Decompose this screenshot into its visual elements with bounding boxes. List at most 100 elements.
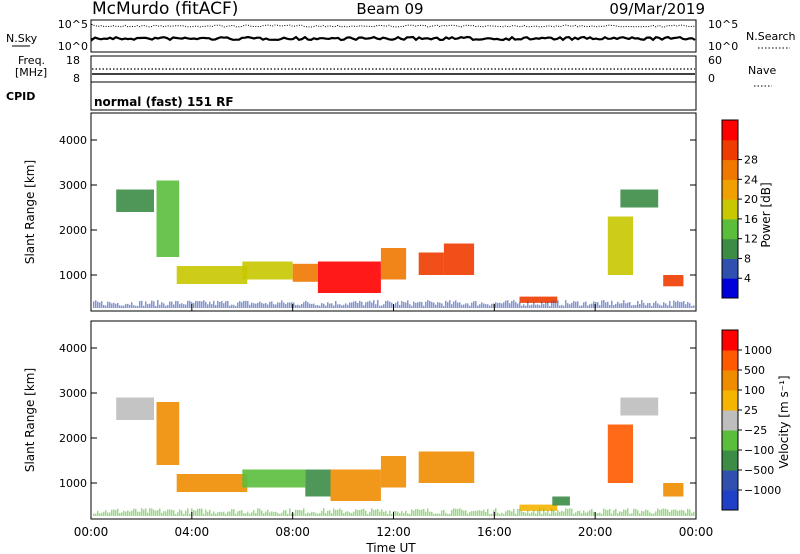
ground-mark [177, 301, 179, 308]
ground-mark [599, 512, 601, 516]
ground-mark [381, 509, 383, 516]
ground-mark [465, 510, 467, 516]
ground-mark [499, 302, 501, 308]
ground-mark [265, 303, 267, 308]
ground-mark [535, 304, 537, 308]
y-tick-label: 2000 [59, 224, 87, 237]
power-data-region-6 [380, 248, 407, 280]
ground-mark [525, 305, 527, 308]
vel-data-region-2 [176, 474, 248, 492]
power-data-region-11 [620, 189, 659, 208]
freq-left-tick-top: 18 [66, 54, 80, 67]
ground-mark [195, 300, 197, 308]
ground-mark [125, 511, 127, 516]
ground-mark [279, 514, 281, 516]
colorbar-swatch [722, 199, 738, 220]
colorbar-tick-label: 1000 [744, 344, 772, 357]
ground-mark [599, 305, 601, 308]
ground-mark [193, 303, 195, 308]
y-tick-label: 4000 [59, 342, 87, 355]
ground-mark [501, 512, 503, 516]
ground-mark [475, 301, 477, 308]
ground-mark [385, 510, 387, 516]
ground-mark [349, 302, 351, 308]
ground-mark [201, 301, 203, 308]
ground-mark [299, 305, 301, 308]
ground-mark [557, 510, 559, 516]
ground-mark [585, 301, 587, 308]
ground-mark [131, 302, 133, 308]
ground-mark [659, 304, 661, 308]
ground-mark [543, 508, 545, 516]
ground-mark [151, 508, 153, 516]
ground-mark [653, 513, 655, 516]
ground-mark [427, 300, 429, 308]
ground-mark [435, 304, 437, 308]
ground-mark [317, 305, 319, 308]
power-data [116, 180, 684, 303]
ground-mark [449, 300, 451, 308]
ground-mark [253, 510, 255, 516]
ground-mark [621, 303, 623, 308]
ground-mark [403, 301, 405, 308]
ground-mark [519, 508, 521, 516]
ground-mark [139, 301, 141, 308]
ground-mark [427, 508, 429, 516]
ground-mark [439, 302, 441, 308]
velocity-y-axis: 1000 2000 3000 4000 [59, 342, 696, 490]
ground-mark [533, 510, 535, 516]
ground-mark [237, 302, 239, 308]
ground-mark [343, 304, 345, 308]
ground-mark [217, 512, 219, 516]
ground-mark [375, 509, 377, 516]
ground-mark [667, 509, 669, 516]
freq-right-label: Nave [748, 64, 776, 77]
ground-mark [135, 305, 137, 308]
ground-mark [611, 513, 613, 516]
ground-mark [207, 304, 209, 308]
ground-mark [605, 509, 607, 516]
ground-mark [525, 512, 527, 516]
ground-mark [213, 300, 215, 308]
vel-data-region-10 [607, 424, 633, 483]
ground-mark [669, 512, 671, 516]
velocity-x-axis: 00:00 04:00 08:00 12:00 16:00 20:00 00:00 [74, 304, 713, 539]
power-cbar-label: Power [dB] [759, 182, 773, 247]
noise-right-tick-bottom: 10^0 [708, 40, 738, 53]
ground-mark [623, 509, 625, 516]
velocity-ground-scatter [93, 508, 695, 516]
ground-mark [653, 302, 655, 308]
ground-mark [655, 511, 657, 516]
ground-mark [589, 510, 591, 516]
ground-mark [171, 301, 173, 308]
ground-mark [353, 511, 355, 516]
ground-mark [377, 300, 379, 308]
ground-mark [581, 305, 583, 308]
ground-mark [625, 303, 627, 308]
ground-mark [453, 301, 455, 308]
power-data-region-9 [519, 296, 558, 303]
ground-mark [603, 508, 605, 516]
ground-mark [409, 304, 411, 308]
power-data-region-5 [317, 261, 381, 293]
ground-mark [687, 508, 689, 516]
ground-mark [419, 510, 421, 516]
ground-mark [301, 510, 303, 516]
ground-mark [441, 510, 443, 516]
ground-mark [305, 513, 307, 516]
ground-mark [483, 303, 485, 308]
ground-mark [437, 513, 439, 516]
ground-mark [373, 300, 375, 308]
ground-mark [163, 511, 165, 516]
date-title: 09/Mar/2019 [609, 0, 705, 18]
ground-mark [97, 510, 99, 516]
ground-mark [369, 511, 371, 516]
ground-mark [331, 513, 333, 516]
ground-mark [557, 300, 559, 308]
ground-mark [517, 303, 519, 308]
ground-mark [131, 510, 133, 516]
ground-mark [347, 304, 349, 308]
ground-mark [437, 302, 439, 308]
ground-mark [531, 304, 533, 308]
ground-mark [613, 305, 615, 308]
